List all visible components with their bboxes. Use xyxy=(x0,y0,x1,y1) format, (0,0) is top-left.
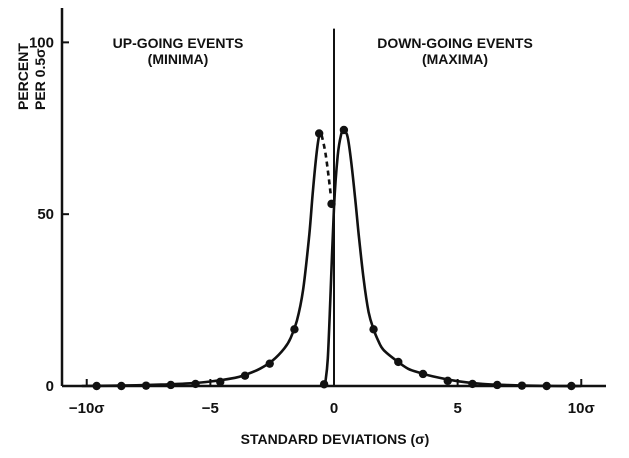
point-upgoing xyxy=(117,381,126,391)
labels: 0 50 100 −10σ −5 0 5 10σ STANDARD DEVIATIONS (σ)… xyxy=(15,34,595,447)
point-downgoing xyxy=(443,376,452,386)
y-axis-label: PERCENT PER 0.5σ xyxy=(15,43,48,110)
point-upgoing xyxy=(265,359,274,368)
point-upgoing xyxy=(240,371,250,380)
point-downgoing xyxy=(394,357,403,367)
point-upgoing xyxy=(314,129,324,138)
annotation-upgoing: UP-GOING EVENTS xyxy=(113,35,244,51)
point-downgoing xyxy=(517,381,527,390)
x-axis-label: STANDARD DEVIATIONS (σ) xyxy=(241,431,430,447)
series-upgoing-dashed-segment xyxy=(320,134,333,198)
y-axis-label-line: PERCENT xyxy=(15,43,31,110)
data-points xyxy=(92,125,576,391)
x-tick-label: −5 xyxy=(202,400,219,417)
point-upgoing xyxy=(216,377,225,387)
point-downgoing xyxy=(319,380,329,389)
point-upgoing xyxy=(290,325,299,334)
y-tick-label: 100 xyxy=(29,34,54,51)
curves xyxy=(81,128,582,388)
x-tick-label: 0 xyxy=(330,400,338,417)
point-downgoing xyxy=(542,381,551,391)
point-downgoing xyxy=(468,379,477,389)
x-tick-label: −10σ xyxy=(69,400,105,417)
point-upgoing xyxy=(191,379,200,389)
point-downgoing xyxy=(493,380,502,390)
x-tick-label: 10σ xyxy=(568,400,595,417)
series-upgoing-line xyxy=(81,131,323,388)
point-upgoing xyxy=(141,381,151,390)
y-tick-label: 50 xyxy=(37,206,54,223)
point-downgoing xyxy=(567,381,576,391)
point-downgoing xyxy=(418,369,428,379)
point-upgoing xyxy=(166,380,175,390)
x-tick-label: 5 xyxy=(453,400,461,417)
y-tick-label: 0 xyxy=(46,378,54,395)
series-downgoing-line xyxy=(324,128,582,388)
point-upgoing xyxy=(92,381,101,391)
point-upgoing xyxy=(327,199,336,209)
point-downgoing xyxy=(369,325,378,334)
y-axis-label-line: PER 0.5σ xyxy=(32,48,48,110)
annotation-downgoing: (MAXIMA) xyxy=(422,51,488,67)
point-downgoing xyxy=(339,125,349,135)
annotation-upgoing: (MINIMA) xyxy=(148,51,209,67)
annotation-downgoing: DOWN-GOING EVENTS xyxy=(377,35,533,51)
